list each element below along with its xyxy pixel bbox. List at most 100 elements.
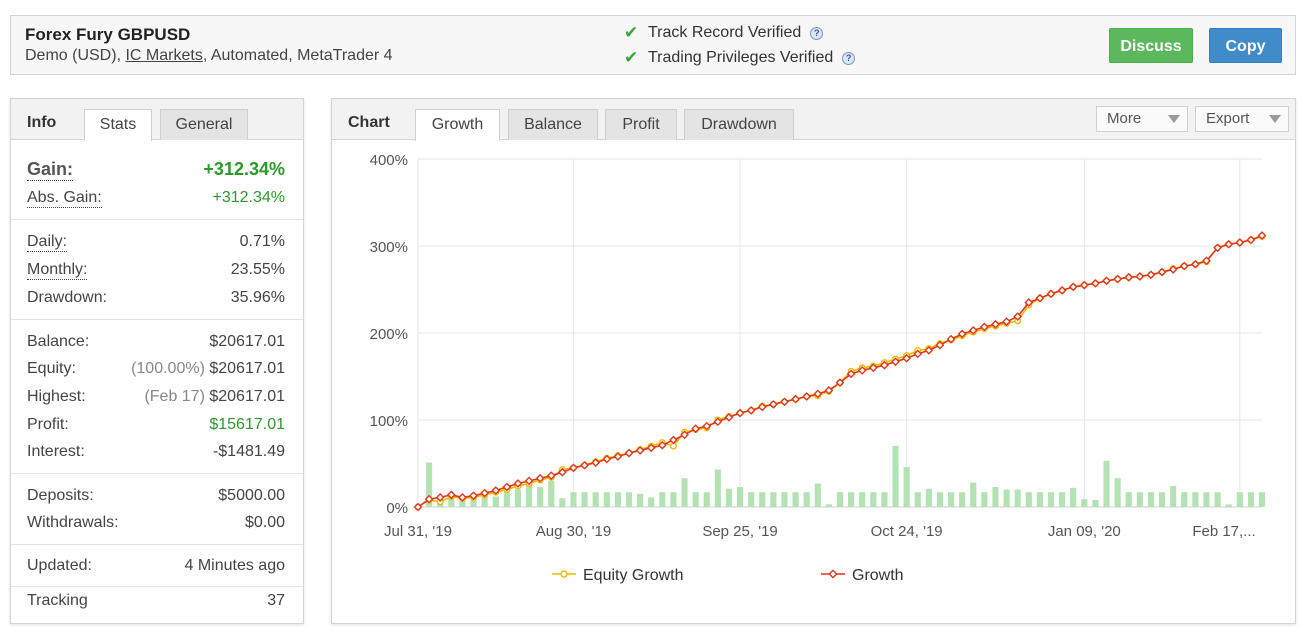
y-tick-label: 0% bbox=[386, 500, 408, 517]
bar bbox=[1236, 492, 1243, 507]
growth-point bbox=[1079, 280, 1089, 290]
copy-button[interactable]: Copy bbox=[1209, 28, 1282, 63]
drawdown-row: Drawdown: 35.96% bbox=[27, 289, 285, 307]
export-label: Export bbox=[1206, 110, 1250, 127]
growth-point bbox=[757, 402, 767, 412]
growth-legend-label: Growth bbox=[852, 567, 904, 584]
abs-gain-value: +312.34% bbox=[212, 189, 285, 206]
help-icon[interactable]: ? bbox=[842, 51, 856, 65]
track-record-verified: ✔ Track Record Verified ? bbox=[624, 23, 824, 43]
bar bbox=[1014, 489, 1021, 507]
bar bbox=[1036, 492, 1043, 507]
bar bbox=[648, 497, 655, 507]
growth-point bbox=[746, 406, 756, 415]
profit-label: Profit: bbox=[27, 416, 69, 433]
growth-point bbox=[635, 446, 645, 455]
account-type: Demo (USD), bbox=[25, 47, 122, 64]
bar bbox=[781, 492, 788, 507]
export-dropdown[interactable]: Export bbox=[1195, 106, 1289, 132]
monthly-label[interactable]: Monthly: bbox=[27, 261, 88, 280]
tab-general[interactable]: General bbox=[160, 109, 248, 140]
gain-label[interactable]: Gain: bbox=[27, 159, 74, 181]
deposits-value: $5000.00 bbox=[218, 487, 285, 504]
discuss-button[interactable]: Discuss bbox=[1109, 28, 1193, 63]
bar bbox=[848, 492, 855, 507]
profit-value: $15617.01 bbox=[209, 416, 285, 433]
bar bbox=[459, 497, 466, 507]
bar bbox=[1047, 492, 1055, 507]
tab-stats[interactable]: Stats bbox=[84, 109, 152, 141]
equity-growth-legend-label: Equity Growth bbox=[583, 567, 683, 584]
bar bbox=[1181, 492, 1188, 507]
growth-point bbox=[891, 357, 900, 367]
growth-point bbox=[957, 329, 967, 339]
updated-value: 4 Minutes ago bbox=[184, 557, 285, 574]
growth-point bbox=[1035, 293, 1045, 303]
broker-link[interactable]: IC Markets bbox=[125, 47, 203, 64]
growth-point bbox=[413, 502, 423, 512]
growth-point bbox=[846, 369, 856, 379]
chart-heading: Chart bbox=[348, 114, 390, 131]
equity-growth-legend-marker bbox=[560, 570, 568, 578]
growth-point bbox=[602, 454, 612, 464]
abs-gain-label[interactable]: Abs. Gain: bbox=[27, 189, 102, 208]
bar bbox=[492, 496, 499, 507]
growth-legend-marker bbox=[828, 569, 838, 579]
trading-privileges-verified: ✔ Trading Privileges Verified ? bbox=[624, 48, 856, 68]
equity-value: $20617.01 bbox=[209, 360, 285, 377]
deposits-label: Deposits: bbox=[27, 487, 94, 504]
divider bbox=[11, 544, 303, 545]
bar bbox=[503, 492, 510, 507]
growth-point bbox=[580, 460, 589, 470]
y-tick-label: 200% bbox=[370, 326, 408, 343]
x-tick-label: Aug 30, '19 bbox=[536, 523, 611, 540]
caret-down-icon bbox=[1168, 115, 1180, 123]
bar bbox=[981, 492, 988, 507]
growth-point bbox=[1179, 261, 1189, 271]
bar bbox=[1003, 489, 1010, 507]
growth-point bbox=[768, 399, 778, 409]
bar bbox=[448, 493, 455, 507]
growth-point bbox=[1224, 239, 1234, 249]
bar bbox=[1070, 487, 1077, 507]
tab-drawdown[interactable]: Drawdown bbox=[684, 109, 794, 140]
growth-point bbox=[613, 452, 623, 461]
highest-value-group: (Feb 17) $20617.01 bbox=[144, 388, 285, 406]
growth-point bbox=[446, 490, 456, 500]
help-icon[interactable]: ? bbox=[810, 26, 824, 40]
tab-growth[interactable]: Growth bbox=[415, 109, 500, 141]
bar bbox=[614, 492, 621, 507]
x-tick-label: Sep 25, '19 bbox=[702, 523, 777, 540]
daily-label[interactable]: Daily: bbox=[27, 233, 68, 252]
tab-balance[interactable]: Balance bbox=[508, 109, 598, 140]
growth-point bbox=[1002, 317, 1011, 327]
growth-point bbox=[1046, 289, 1056, 299]
highest-label: Highest: bbox=[27, 388, 86, 405]
growth-point bbox=[1057, 285, 1067, 295]
y-tick-label: 300% bbox=[370, 239, 408, 256]
balance-row: Balance: $20617.01 bbox=[27, 333, 285, 351]
growth-point bbox=[1024, 298, 1034, 307]
growth-chart: 0% 100% 200% 300% 400% Jul 31, '19 Aug 30, '1… bbox=[370, 152, 1267, 584]
bar bbox=[426, 462, 433, 507]
more-label: More bbox=[1107, 110, 1142, 127]
growth-point bbox=[1235, 238, 1245, 247]
track-record-label: Track Record Verified bbox=[648, 24, 802, 41]
more-dropdown[interactable]: More bbox=[1096, 106, 1188, 132]
bar bbox=[748, 492, 755, 507]
bar bbox=[736, 486, 744, 507]
chart-lines bbox=[413, 231, 1267, 512]
equity-row: Equity: (100.00%) $20617.01 bbox=[27, 360, 285, 378]
chart-panel: Chart Growth Balance Profit Drawdown Mor… bbox=[331, 98, 1296, 624]
bar bbox=[992, 486, 999, 507]
bar bbox=[1059, 492, 1066, 507]
bar bbox=[514, 489, 522, 507]
bar bbox=[1192, 492, 1199, 507]
bar bbox=[1203, 492, 1210, 507]
monthly-value: 23.55% bbox=[230, 261, 285, 278]
y-axis-labels: 0% 100% 200% 300% 400% bbox=[370, 152, 408, 517]
bar bbox=[714, 469, 721, 507]
tracking-row: Tracking 37 bbox=[27, 592, 285, 610]
bar bbox=[525, 483, 533, 507]
tab-profit[interactable]: Profit bbox=[605, 109, 677, 140]
